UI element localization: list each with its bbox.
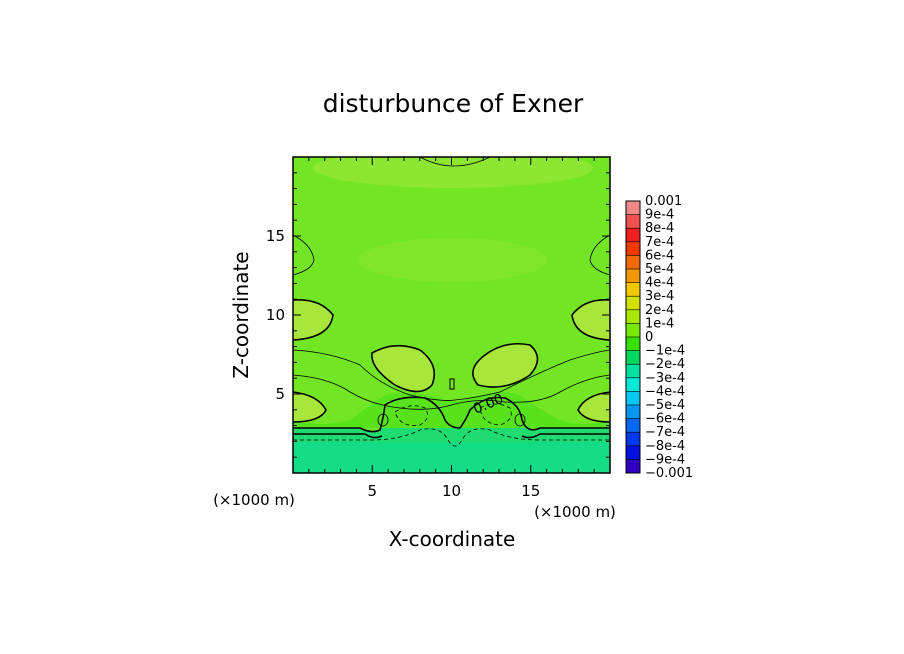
colorbar-label: −4e-4 [645, 384, 685, 399]
contour-right-edge [571, 298, 610, 341]
contour-lines [293, 157, 610, 447]
colorbar-label: 3e-4 [645, 289, 674, 304]
negative-region [293, 397, 610, 442]
contour-right-center [472, 342, 539, 388]
contour-right-upper [589, 234, 610, 276]
x-tick-label: 5 [367, 482, 377, 500]
colorbar-swatch [626, 391, 640, 406]
colorbar-swatch [626, 201, 640, 216]
colorbar-swatch [626, 282, 640, 297]
contour-small-right [514, 413, 526, 427]
colorbar-label: 0.001 [645, 194, 682, 209]
colorbar-swatch [626, 364, 640, 379]
colorbar-swatch [626, 350, 640, 365]
colorbar-swatch [626, 418, 640, 433]
colorbar-swatch [626, 377, 640, 392]
x-axis-label: X-coordinate [389, 527, 516, 551]
chart-title: disturbunce of Exner [323, 89, 584, 118]
colorbar-label: 2e-4 [645, 303, 674, 318]
colorbar-label: 0 [645, 330, 653, 345]
colorbar-swatch [626, 405, 640, 420]
y-ticks: 5 10 15 [266, 172, 610, 458]
contour-zero-lower [293, 433, 383, 439]
colorbar-swatch [626, 296, 640, 311]
colorbar-swatch [626, 269, 640, 284]
colorbar: 0.0019e-48e-47e-46e-45e-44e-43e-42e-41e-… [625, 194, 693, 481]
contour-field: 0.00 [293, 157, 610, 473]
colorbar-label: 5e-4 [645, 262, 674, 277]
colorbar-swatch [626, 228, 640, 243]
y-axis-label: Z-coordinate [229, 251, 253, 378]
y-tick-label: 10 [266, 306, 285, 324]
colorbar-swatch [626, 337, 640, 352]
colorbar-swatch [626, 309, 640, 324]
colorbar-label: −9e-4 [645, 452, 685, 467]
contour-small-left [377, 413, 389, 427]
colorbar-label: −8e-4 [645, 439, 685, 454]
lobe-right-center [472, 343, 538, 388]
contour-zero-lower-right [521, 433, 610, 439]
lobe-left-edge [293, 299, 333, 340]
colorbar-label: −2e-4 [645, 357, 685, 372]
mid-positive-band [358, 238, 548, 282]
colorbar-swatch [626, 445, 640, 460]
contour-mid-band-upper [293, 349, 610, 401]
colorbar-label: −6e-4 [645, 412, 685, 427]
colorbar-label: 7e-4 [645, 235, 674, 250]
lobe-left-low [293, 392, 326, 422]
contour-small-cell [449, 378, 455, 390]
y-tick-label: 5 [275, 385, 285, 403]
contour-zero-left [293, 396, 610, 433]
x-unit-label: (×1000 m) [534, 503, 616, 521]
colorbar-swatch [626, 459, 640, 474]
contour-negative-dashed-inner-right [479, 403, 512, 426]
lobe-left-center [371, 345, 435, 392]
contour-right-low-lobe [577, 391, 610, 423]
colorbar-label: 8e-4 [645, 221, 674, 236]
x-tick-label: 15 [521, 482, 540, 500]
y-tick-label: 15 [266, 227, 285, 245]
y-unit-label: (×1000 m) [213, 491, 295, 509]
colorbar-label: −7e-4 [645, 425, 685, 440]
colorbar-swatch [626, 323, 640, 338]
lobe-right-low [578, 392, 610, 422]
negative-region-bottom [293, 440, 610, 473]
colorbar-swatch [626, 255, 640, 270]
contour-left-edge [293, 298, 334, 341]
colorbar-swatch [626, 432, 640, 447]
x-tick-label: 10 [442, 482, 461, 500]
colorbar-swatch [626, 214, 640, 229]
colorbar-label: −0.001 [645, 466, 693, 481]
contour-left-low-lobe [293, 391, 327, 423]
contour-mid-band-lower [293, 374, 610, 410]
colorbar-label: 9e-4 [645, 208, 674, 223]
colorbar-label: 1e-4 [645, 316, 674, 331]
contour-negative-dashed-inner [394, 405, 428, 426]
lobe-right-edge [572, 299, 610, 340]
colorbar-label: −5e-4 [645, 398, 685, 413]
contour-left-center [371, 344, 436, 393]
contour-negative-dashed [293, 428, 610, 447]
colorbar-label: −3e-4 [645, 371, 685, 386]
colorbar-swatch [626, 241, 640, 256]
colorbar-label: −1e-4 [645, 344, 685, 359]
colorbar-label: 4e-4 [645, 276, 674, 291]
near-zero-band [293, 392, 610, 428]
x-ticks: 5 10 15 [308, 157, 595, 500]
colorbar-label: 6e-4 [645, 248, 674, 263]
contour-left-upper [293, 234, 315, 276]
upper-positive-band [313, 157, 593, 188]
